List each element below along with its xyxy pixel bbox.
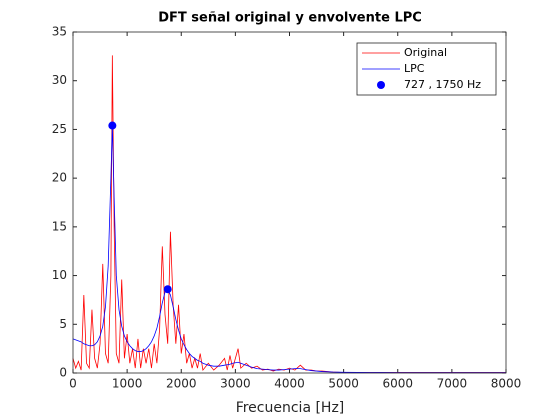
x-tick-label: 0 [69, 377, 77, 391]
chart-title: DFT señal original y envolvente LPC [158, 11, 422, 26]
axes-box [72, 31, 507, 374]
scatter-point [163, 285, 172, 294]
x-tick-label: 8000 [491, 377, 522, 391]
x-axis-label: Frecuencia [Hz] [236, 400, 345, 416]
x-tick-label: 5000 [328, 377, 359, 391]
y-tick-label: 15 [52, 219, 67, 233]
y-tick-label: 30 [52, 73, 67, 87]
series-line [72, 125, 506, 374]
scatter-point [108, 121, 117, 130]
y-tick-label: 0 [59, 366, 67, 380]
y-tick-label: 35 [52, 25, 67, 39]
y-tick-label: 20 [52, 171, 67, 185]
y-tick-label: 5 [59, 317, 67, 331]
legend-label: 727 , 1750 Hz [404, 78, 481, 91]
x-tick-label: 7000 [437, 377, 468, 391]
y-tick-label: 10 [52, 268, 67, 282]
legend-marker [377, 81, 385, 89]
x-tick-label: 6000 [382, 377, 413, 391]
legend-label: Original [404, 46, 447, 59]
x-tick-label: 1000 [112, 377, 143, 391]
x-tick-label: 2000 [166, 377, 197, 391]
y-tick-label: 25 [52, 122, 67, 136]
x-tick-label: 3000 [220, 377, 251, 391]
x-tick-label: 4000 [274, 377, 305, 391]
legend-label: LPC [404, 62, 425, 75]
